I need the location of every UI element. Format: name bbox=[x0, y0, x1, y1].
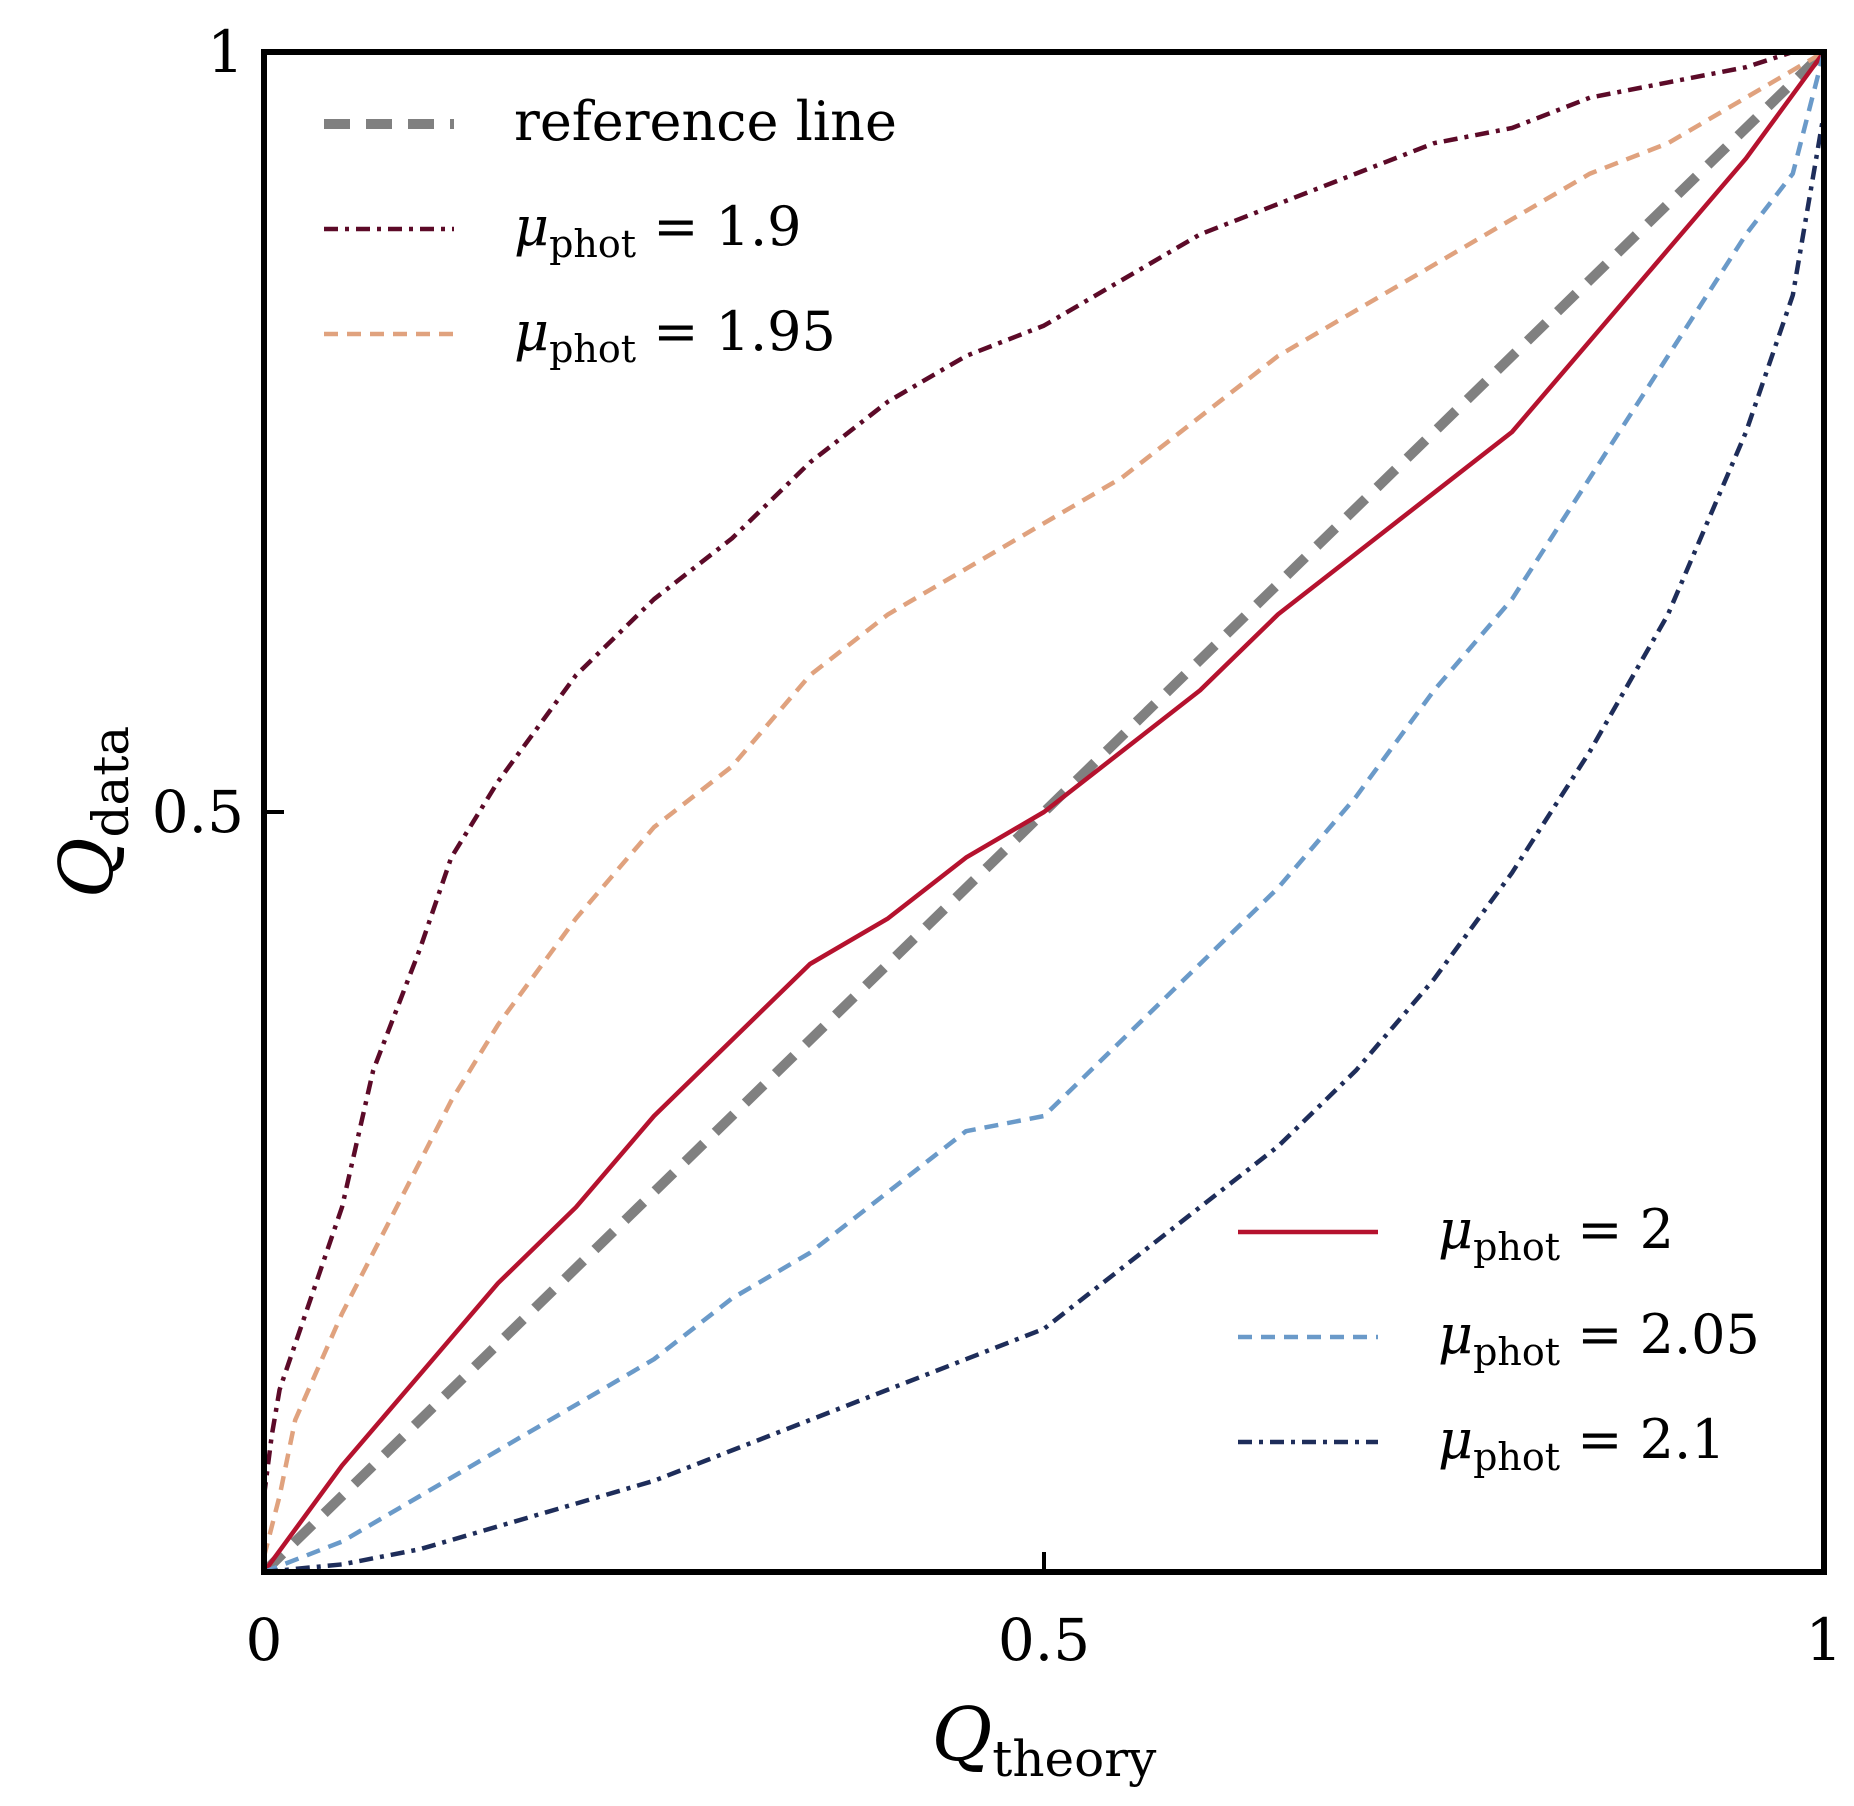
y-tick-label: 1 bbox=[207, 18, 244, 86]
legend-label-mu200: μphot = 2 bbox=[1438, 1198, 1674, 1269]
x-tick-label: 0 bbox=[246, 1606, 283, 1674]
y-axis-label: Qdata bbox=[44, 726, 140, 898]
y-tick-label: 0.5 bbox=[152, 778, 244, 846]
series-line-mu190 bbox=[264, 52, 1824, 1497]
series-line-reference bbox=[264, 52, 1824, 1572]
series-line-mu200 bbox=[264, 52, 1824, 1572]
legend-top-left: reference line μphot = 1.9 μphot = 1.95 bbox=[324, 90, 897, 371]
x-tick-label: 0.5 bbox=[998, 1606, 1090, 1674]
legend-bottom-right: μphot = 2 μphot = 2.05 μphot = 2.1 bbox=[1238, 1198, 1760, 1479]
legend-label-mu205: μphot = 2.05 bbox=[1438, 1303, 1760, 1374]
legend-label-mu210: μphot = 2.1 bbox=[1438, 1408, 1726, 1479]
series-line-mu210 bbox=[264, 112, 1824, 1572]
x-axis-label: Qtheory bbox=[932, 1692, 1158, 1788]
ticks-layer: 0 0.5 1 0.5 1 bbox=[152, 18, 1843, 1674]
series-line-mu195 bbox=[264, 52, 1824, 1558]
x-tick-label: 1 bbox=[1806, 1606, 1843, 1674]
series-line-mu205 bbox=[264, 52, 1824, 1572]
legend-label-mu190: μphot = 1.9 bbox=[514, 195, 802, 266]
legend-label-reference: reference line bbox=[514, 90, 897, 153]
legend-label-mu195: μphot = 1.95 bbox=[514, 300, 836, 371]
series-layer bbox=[264, 52, 1824, 1572]
